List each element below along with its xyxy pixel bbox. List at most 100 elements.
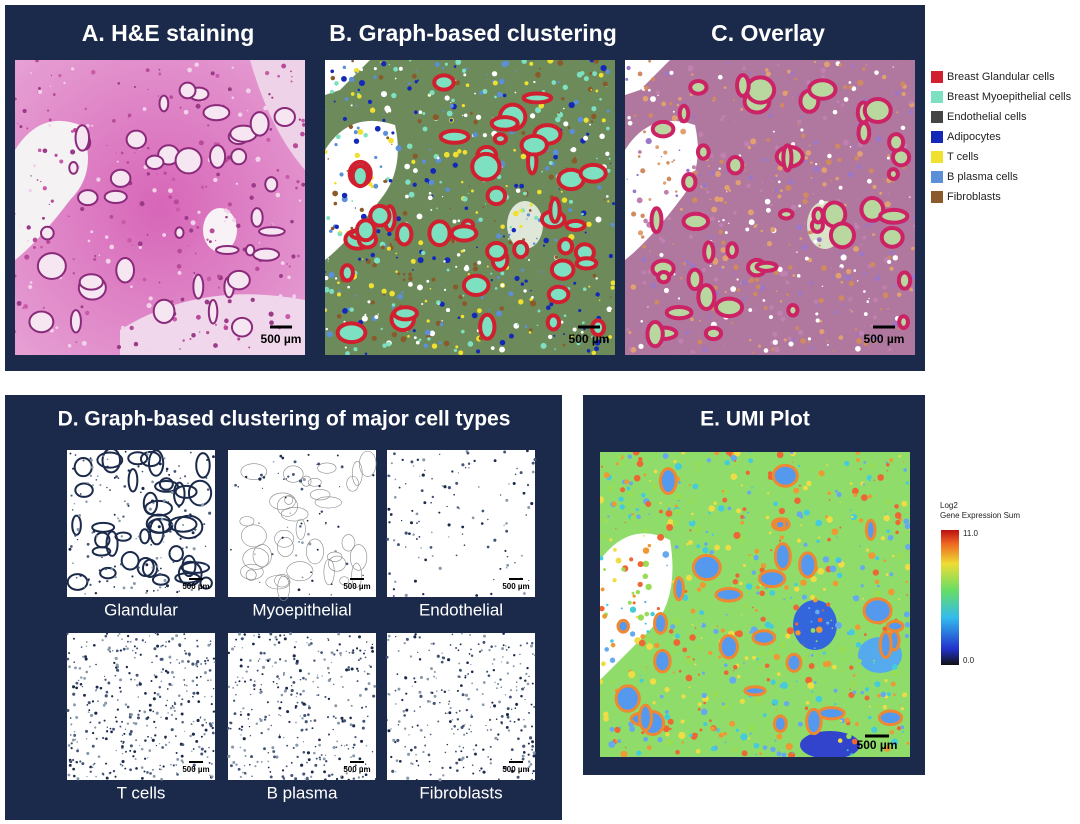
texture xyxy=(165,716,169,720)
texture xyxy=(214,323,217,326)
texture xyxy=(516,775,520,779)
texture xyxy=(609,726,615,732)
texture xyxy=(75,716,79,719)
texture xyxy=(803,542,808,547)
texture xyxy=(523,289,527,293)
texture xyxy=(713,277,719,282)
texture xyxy=(863,341,869,346)
texture xyxy=(810,161,813,164)
texture xyxy=(85,729,89,733)
texture xyxy=(239,664,243,668)
texture xyxy=(262,476,266,479)
texture xyxy=(413,635,417,639)
texture xyxy=(146,303,152,309)
texture xyxy=(621,567,626,572)
texture xyxy=(103,719,106,722)
texture xyxy=(881,74,887,80)
texture xyxy=(79,682,83,686)
texture xyxy=(882,704,888,710)
texture xyxy=(660,238,666,244)
texture xyxy=(183,679,185,681)
texture xyxy=(644,622,647,625)
texture xyxy=(562,84,568,91)
texture xyxy=(473,459,476,463)
texture xyxy=(234,483,237,487)
texture xyxy=(724,459,731,466)
texture xyxy=(669,727,672,731)
texture xyxy=(772,130,775,133)
texture xyxy=(373,75,377,79)
texture xyxy=(157,525,161,529)
texture xyxy=(637,71,643,77)
texture xyxy=(862,483,865,486)
texture xyxy=(526,449,529,453)
texture xyxy=(160,645,163,648)
texture xyxy=(89,713,94,718)
gland xyxy=(242,547,270,570)
texture xyxy=(655,90,661,95)
texture xyxy=(295,743,299,747)
texture xyxy=(826,340,829,343)
texture xyxy=(371,751,374,753)
gland xyxy=(245,569,257,581)
texture xyxy=(643,218,648,224)
texture xyxy=(95,688,98,691)
texture xyxy=(404,531,408,535)
texture xyxy=(865,548,870,552)
texture xyxy=(169,706,173,710)
texture xyxy=(786,627,794,635)
texture xyxy=(288,720,291,724)
texture xyxy=(732,578,739,585)
texture xyxy=(770,226,776,233)
gland xyxy=(307,477,322,487)
gland xyxy=(69,309,82,334)
texture xyxy=(489,758,492,761)
texture xyxy=(722,255,729,262)
texture xyxy=(416,284,423,291)
texture xyxy=(120,535,123,538)
texture xyxy=(500,714,504,718)
texture xyxy=(164,669,168,673)
texture xyxy=(58,74,62,78)
texture xyxy=(498,78,505,85)
texture xyxy=(603,198,606,201)
texture xyxy=(127,469,130,472)
gland xyxy=(616,618,630,634)
texture xyxy=(159,657,163,661)
texture xyxy=(540,342,547,349)
texture xyxy=(870,261,876,268)
texture xyxy=(411,726,414,728)
texture xyxy=(300,487,304,491)
texture xyxy=(734,460,737,462)
texture xyxy=(732,99,736,102)
texture xyxy=(522,491,526,495)
texture xyxy=(40,180,42,183)
texture xyxy=(779,300,783,303)
texture xyxy=(742,66,746,71)
texture xyxy=(430,501,433,504)
texture xyxy=(794,582,798,587)
texture xyxy=(415,754,417,756)
gland xyxy=(174,572,201,584)
texture xyxy=(331,773,334,776)
texture xyxy=(443,260,446,263)
gland xyxy=(244,244,256,257)
texture xyxy=(408,734,410,736)
texture xyxy=(747,490,752,495)
texture xyxy=(685,330,690,335)
texture xyxy=(420,489,424,493)
texture xyxy=(237,767,241,771)
texture xyxy=(554,238,558,242)
texture xyxy=(444,62,448,66)
texture xyxy=(417,651,419,654)
texture xyxy=(487,518,489,521)
texture xyxy=(888,347,892,352)
texture xyxy=(796,224,803,231)
texture xyxy=(856,280,859,282)
texture xyxy=(777,194,782,199)
texture xyxy=(158,68,161,71)
texture xyxy=(567,126,571,130)
gland xyxy=(798,551,818,579)
texture xyxy=(797,124,799,127)
texture xyxy=(527,742,530,745)
